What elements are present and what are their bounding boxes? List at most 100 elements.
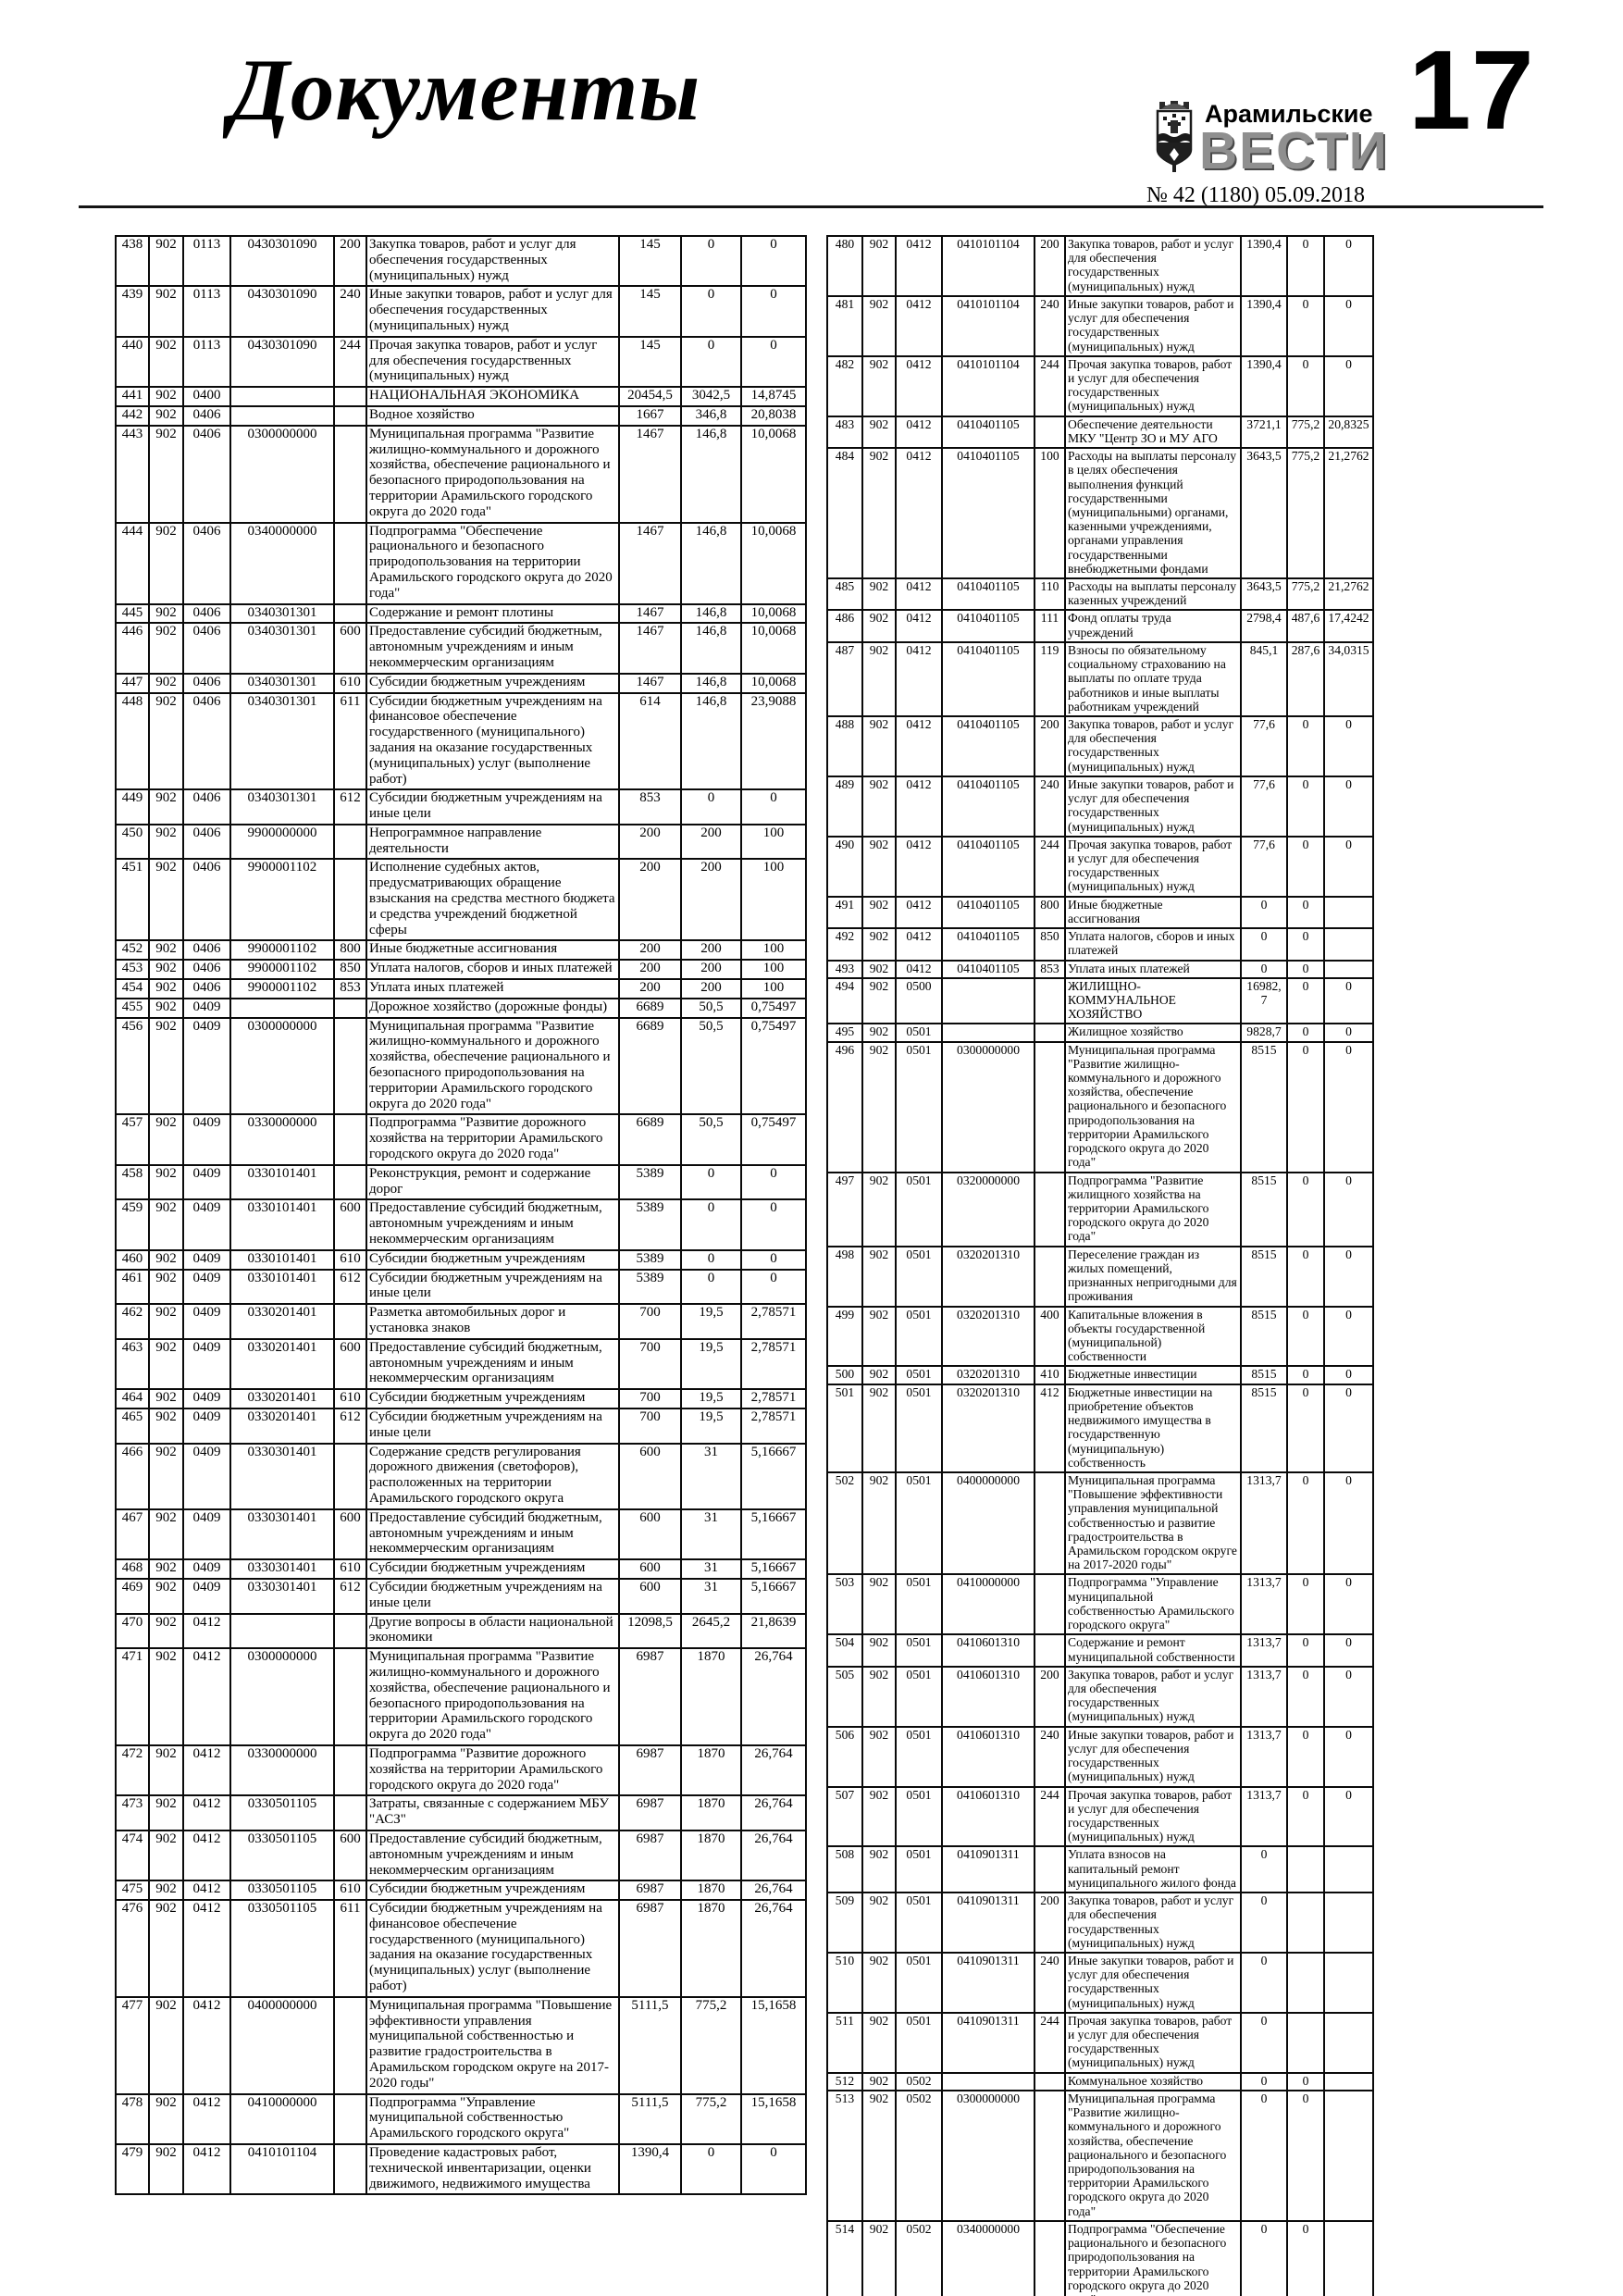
target-article-cell: 0300000000 bbox=[941, 2089, 1035, 2222]
table-row: 485 902 0412 0410401105 110 Расходы на выплат… bbox=[826, 577, 1374, 612]
section-code-cell: 0412 bbox=[895, 577, 943, 612]
expense-type-cell bbox=[1034, 2089, 1066, 2222]
amount-col3-cell: 2,78571 bbox=[740, 1407, 807, 1445]
expense-type-cell: 244 bbox=[1034, 1785, 1066, 1848]
table-row: 446 902 0406 0340301301 600 Предоставление су… bbox=[115, 622, 807, 675]
amount-col3-cell: 21,8639 bbox=[740, 1612, 807, 1650]
target-article-cell: 0410901311 bbox=[941, 2011, 1035, 2074]
expense-type-cell: 612 bbox=[333, 1407, 367, 1445]
expense-type-cell bbox=[333, 858, 367, 942]
section-code-cell: 0409 bbox=[182, 1248, 231, 1271]
amount-col1-cell: 700 bbox=[618, 1388, 682, 1409]
amount-col1-cell: 614 bbox=[618, 691, 682, 791]
row-number-cell: 514 bbox=[826, 2219, 863, 2296]
amount-col1-cell: 1467 bbox=[618, 672, 682, 694]
row-number-cell: 470 bbox=[115, 1612, 150, 1650]
grbs-code-cell: 902 bbox=[861, 1892, 897, 1954]
target-article-cell: 0330201401 bbox=[229, 1407, 335, 1445]
row-number-cell: 446 bbox=[115, 622, 150, 675]
row-number-cell: 438 bbox=[115, 234, 150, 288]
row-number-cell: 503 bbox=[826, 1573, 863, 1636]
amount-col2-cell: 0 bbox=[1286, 1365, 1325, 1385]
amount-col3-cell: 0 bbox=[740, 285, 807, 338]
target-article-cell: 0410401105 bbox=[941, 715, 1035, 777]
name-cell: Жилищное хозяйство bbox=[1064, 1023, 1242, 1043]
amount-col1-cell: 0 bbox=[1240, 2071, 1288, 2091]
table-row: 467 902 0409 0330301401 600 Предоставление су… bbox=[115, 1508, 807, 1561]
grbs-code-cell: 902 bbox=[148, 2143, 184, 2196]
amount-col2-cell: 19,5 bbox=[680, 1337, 742, 1391]
section-code-cell: 0501 bbox=[895, 1023, 943, 1043]
grbs-code-cell: 902 bbox=[148, 823, 184, 861]
expense-type-cell: 244 bbox=[333, 335, 367, 389]
section-code-cell: 0409 bbox=[182, 1163, 231, 1201]
table-row: 450 902 0406 9900000000 Непрограммное направ… bbox=[115, 823, 807, 861]
amount-col3-cell: 100 bbox=[740, 978, 807, 999]
row-number-cell: 506 bbox=[826, 1725, 863, 1788]
amount-col2-cell: 0 bbox=[1286, 2089, 1325, 2222]
grbs-code-cell: 902 bbox=[861, 1040, 897, 1173]
amount-col1-cell: 1467 bbox=[618, 602, 682, 625]
table-row: 481 902 0412 0410101104 240 Иные закупки това… bbox=[826, 294, 1374, 357]
grbs-code-cell: 902 bbox=[861, 447, 897, 580]
section-code-cell: 0412 bbox=[182, 1880, 231, 1902]
grbs-code-cell: 902 bbox=[861, 1023, 897, 1043]
row-number-cell: 504 bbox=[826, 1633, 863, 1668]
amount-col3-cell: 0 bbox=[1323, 976, 1374, 1025]
amount-col3-cell: 0 bbox=[1323, 1471, 1374, 1576]
amount-col1-cell: 1313,7 bbox=[1240, 1725, 1288, 1788]
table-row: 489 902 0412 0410401105 240 Иные закупки това… bbox=[826, 775, 1374, 838]
table-row: 465 902 0409 0330201401 612 Субсидии бюджетны… bbox=[115, 1407, 807, 1445]
name-cell: Муниципальная программа "Развитие жилищн… bbox=[1064, 1040, 1242, 1173]
grbs-code-cell: 902 bbox=[148, 1612, 184, 1650]
table-row: 509 902 0501 0410901311 200 Закупка товаров, … bbox=[826, 1892, 1374, 1954]
amount-col2-cell: 19,5 bbox=[680, 1303, 742, 1340]
row-number-cell: 451 bbox=[115, 858, 150, 942]
amount-col1-cell: 6987 bbox=[618, 1794, 682, 1831]
expense-type-cell: 240 bbox=[1034, 775, 1066, 838]
amount-col2-cell: 0 bbox=[1286, 1383, 1325, 1473]
amount-col1-cell: 8515 bbox=[1240, 1305, 1288, 1368]
table-row: 438 902 0113 0430301090 200 Закупка товаров, … bbox=[115, 234, 807, 288]
row-number-cell: 465 bbox=[115, 1407, 150, 1445]
table-row: 463 902 0409 0330201401 600 Предоставление су… bbox=[115, 1337, 807, 1391]
row-number-cell: 459 bbox=[115, 1198, 150, 1251]
row-number-cell: 496 bbox=[826, 1040, 863, 1173]
grbs-code-cell: 902 bbox=[861, 895, 897, 930]
amount-col3-cell: 2,78571 bbox=[740, 1388, 807, 1409]
amount-col1-cell: 5111,5 bbox=[618, 1995, 682, 2095]
amount-col3-cell: 26,764 bbox=[740, 1899, 807, 1998]
target-article-cell: 0320201310 bbox=[941, 1383, 1035, 1473]
amount-col3-cell: 34,0315 bbox=[1323, 640, 1374, 718]
name-cell: Закупка товаров, работ и услуг для обесп… bbox=[1064, 235, 1242, 297]
amount-col2-cell: 0 bbox=[1286, 1725, 1325, 1788]
section-code-cell: 0501 bbox=[895, 1665, 943, 1728]
grbs-code-cell: 902 bbox=[148, 1248, 184, 1271]
name-cell: Предоставление субсидий бюджетным, автон… bbox=[365, 1829, 620, 1882]
amount-col1-cell: 600 bbox=[618, 1558, 682, 1580]
name-cell: Прочая закупка товаров, работ и услуг дл… bbox=[365, 335, 620, 389]
name-cell: Иные закупки товаров, работ и услуг для … bbox=[1064, 775, 1242, 838]
amount-col3-cell: 0 bbox=[1323, 1383, 1374, 1473]
name-cell: Субсидии бюджетным учреждениям на иные ц… bbox=[365, 1407, 620, 1445]
target-article-cell: 0330101401 bbox=[229, 1248, 335, 1271]
amount-col1-cell: 1313,7 bbox=[1240, 1633, 1288, 1668]
name-cell: Прочая закупка товаров, работ и услуг дл… bbox=[1064, 1785, 1242, 1848]
coat-of-arms-icon bbox=[1156, 101, 1193, 172]
target-article-cell: 0330101401 bbox=[229, 1198, 335, 1251]
amount-col1-cell: 853 bbox=[618, 788, 682, 825]
amount-col3-cell: 0 bbox=[740, 2143, 807, 2196]
name-cell: Субсидии бюджетным учреждениям bbox=[365, 1248, 620, 1271]
amount-col2-cell: 0 bbox=[1286, 1245, 1325, 1308]
section-code-cell: 0409 bbox=[182, 1303, 231, 1340]
amount-col3-cell: 0 bbox=[1323, 1725, 1374, 1788]
target-article-cell: 0330301401 bbox=[229, 1558, 335, 1580]
row-number-cell: 445 bbox=[115, 602, 150, 625]
amount-col1-cell: 3643,5 bbox=[1240, 447, 1288, 580]
section-code-cell: 0412 bbox=[895, 235, 943, 297]
amount-col1-cell: 1667 bbox=[618, 404, 682, 427]
name-cell: Предоставление субсидий бюджетным, автон… bbox=[365, 1337, 620, 1391]
target-article-cell: 0300000000 bbox=[229, 424, 335, 524]
amount-col2-cell: 0 bbox=[680, 1268, 742, 1306]
amount-col3-cell: 0,75497 bbox=[740, 997, 807, 1019]
